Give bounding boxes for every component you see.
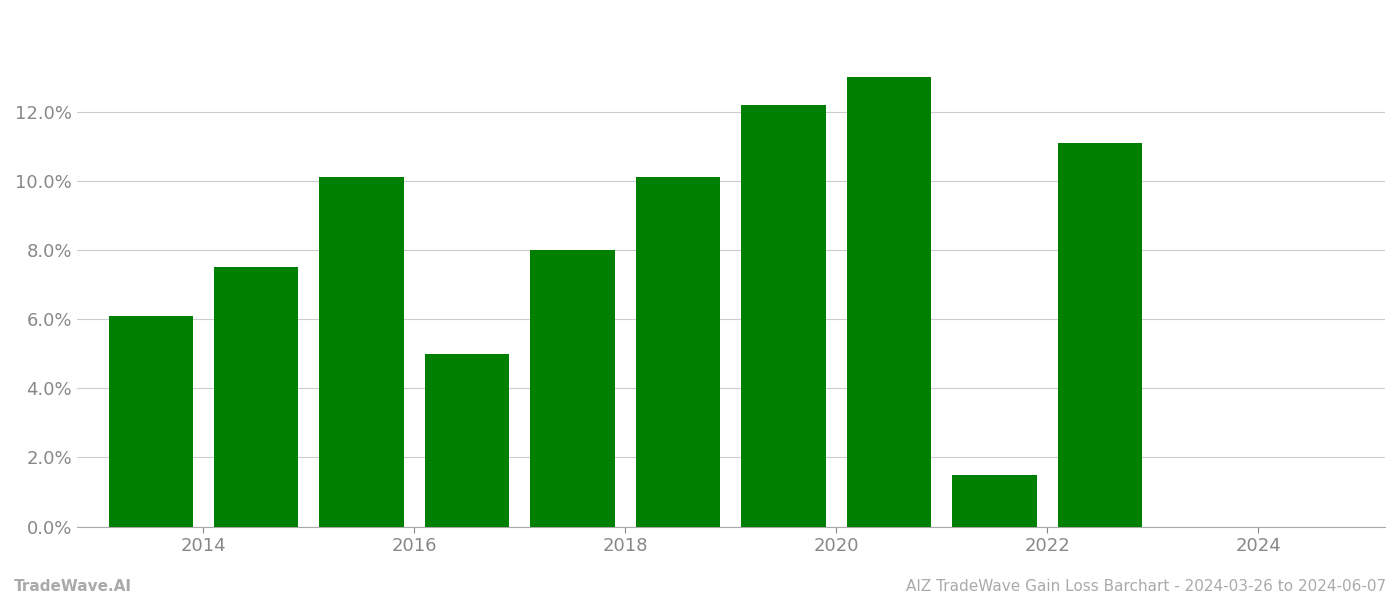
Bar [109, 316, 193, 527]
Bar [1058, 143, 1142, 527]
Bar [214, 268, 298, 527]
Bar [426, 354, 510, 527]
Bar [636, 178, 721, 527]
Bar [531, 250, 615, 527]
Bar [319, 178, 403, 527]
Text: AIZ TradeWave Gain Loss Barchart - 2024-03-26 to 2024-06-07: AIZ TradeWave Gain Loss Barchart - 2024-… [906, 579, 1386, 594]
Bar [742, 105, 826, 527]
Text: TradeWave.AI: TradeWave.AI [14, 579, 132, 594]
Bar [847, 77, 931, 527]
Bar [952, 475, 1037, 527]
